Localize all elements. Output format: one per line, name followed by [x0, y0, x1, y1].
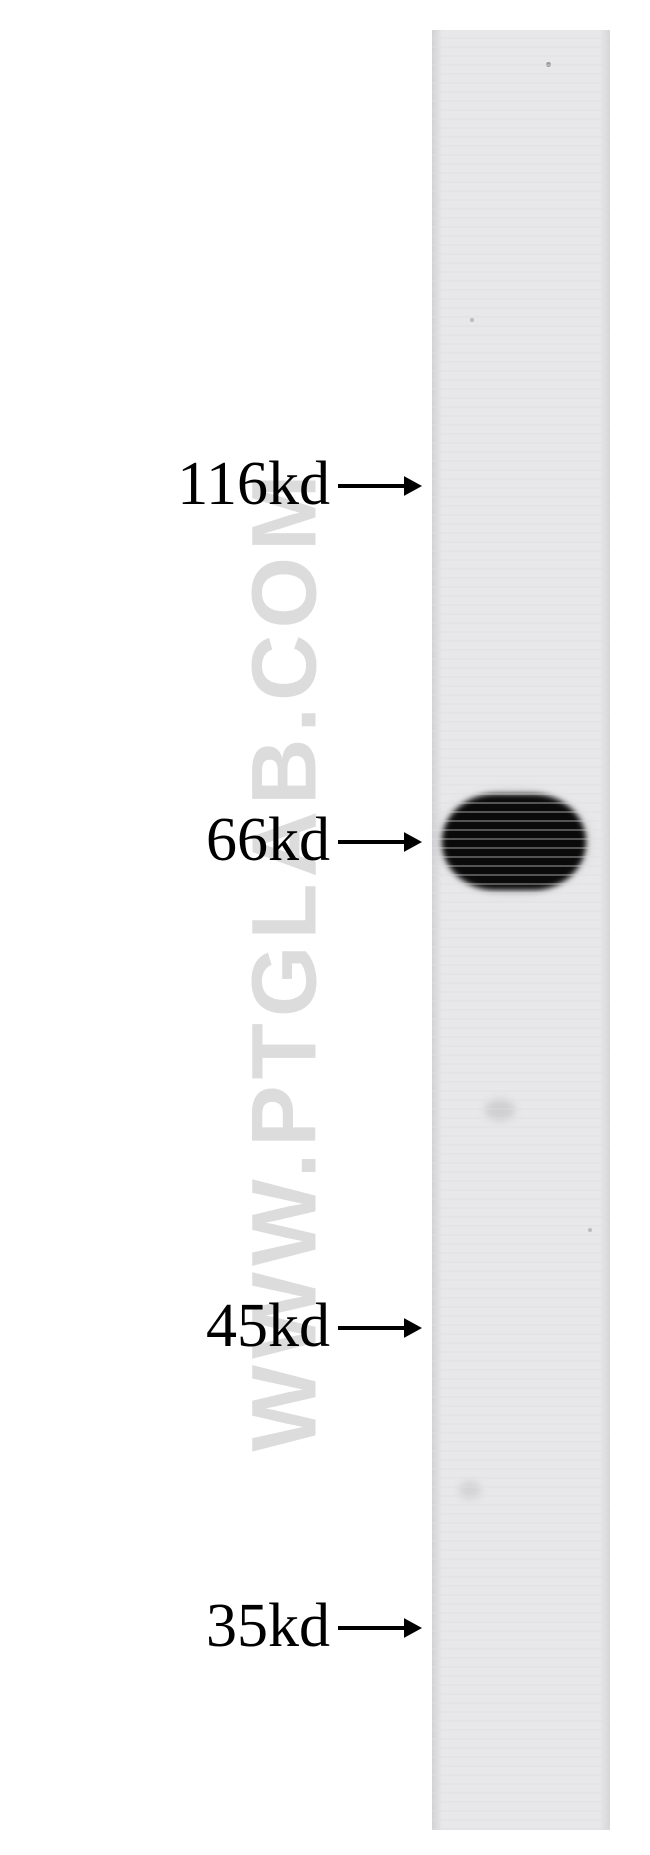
mw-marker-label: 66kd	[206, 805, 330, 876]
arrow-right-icon	[338, 824, 422, 860]
mw-marker-35kd: 35kd	[0, 1590, 422, 1667]
main-band-66kd	[442, 794, 586, 890]
lane-speck-2	[588, 1228, 592, 1232]
lane-smudge-1	[459, 1481, 481, 1499]
mw-marker-45kd: 45kd	[0, 1290, 422, 1367]
mw-marker-label: 45kd	[206, 1291, 330, 1362]
lane-smudge-0	[485, 1099, 515, 1121]
mw-marker-label: 35kd	[206, 1591, 330, 1662]
lane-speck-0	[546, 62, 551, 67]
arrow-right-icon	[338, 468, 422, 504]
arrow-right-icon	[338, 1610, 422, 1646]
blot-lane	[432, 30, 610, 1830]
arrow-right-icon	[338, 1310, 422, 1346]
mw-marker-label: 116kd	[177, 449, 330, 520]
mw-marker-66kd: 66kd	[0, 804, 422, 881]
mw-marker-116kd: 116kd	[0, 448, 422, 525]
lane-speck-1	[470, 318, 474, 322]
blot-canvas: WWW.PTGLAB.COM 116kd66kd45kd35kd	[0, 0, 650, 1855]
